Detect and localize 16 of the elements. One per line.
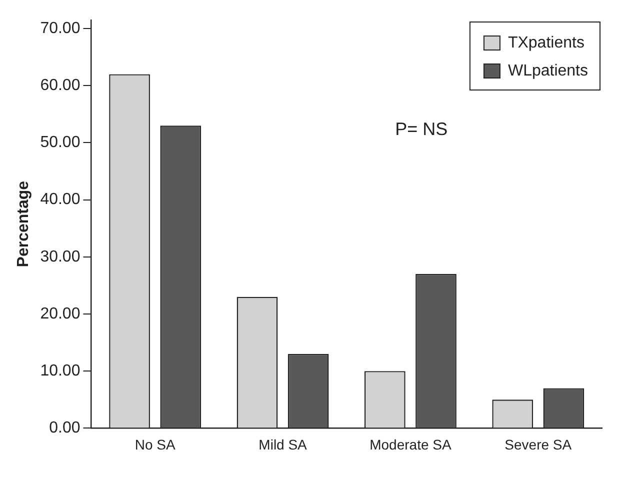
y-tick-label: 40.00 [40,191,80,208]
legend-label: TXpatients [508,34,584,52]
y-tick-label: 0.00 [49,420,80,437]
x-tick-label: Moderate SA [370,436,452,452]
y-tick-label: 50.00 [40,134,80,152]
y-tick-label: 70.00 [40,20,80,37]
x-tick-label: Severe SA [504,436,572,452]
x-tick-label: Mild SA [258,436,308,452]
y-tick-label: 20.00 [40,305,80,322]
x-tick-label: No SA [134,436,176,452]
y-tick-label: 10.00 [40,362,80,380]
y-tick-label: 30.00 [40,248,80,266]
y-axis-title: Percentage [15,180,32,268]
annotation: P= NS [395,118,448,139]
legend-label: WLpatients [508,62,588,80]
y-tick-label: 60.00 [40,77,80,94]
